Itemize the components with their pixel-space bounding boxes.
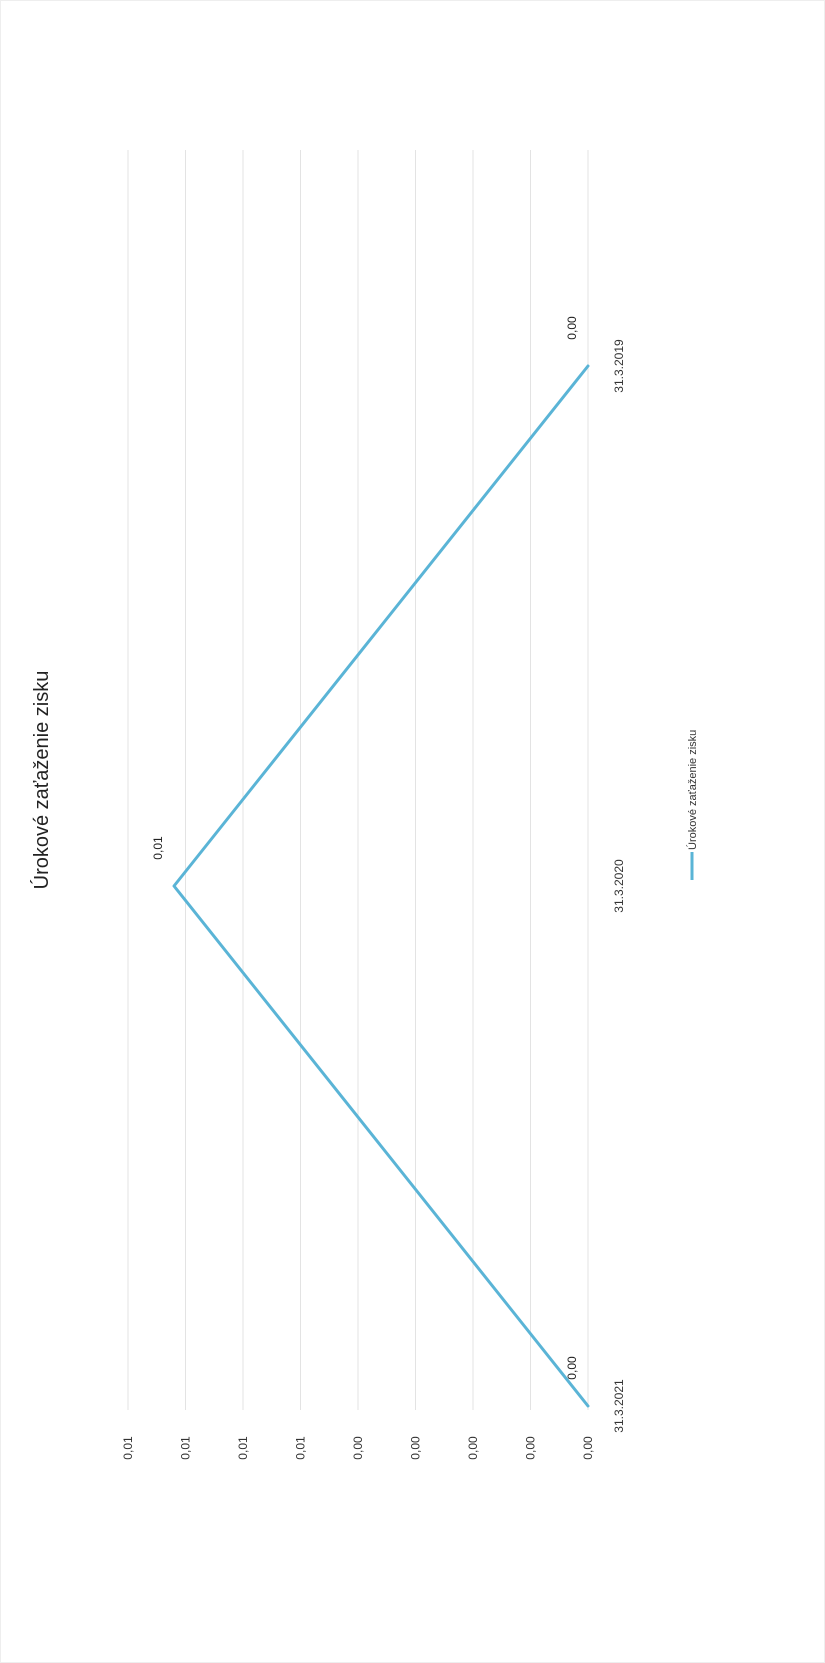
value-tick-label: 0,00 bbox=[524, 1436, 538, 1460]
value-tick-label: 0,01 bbox=[236, 1436, 250, 1460]
grid-lines bbox=[127, 150, 589, 1410]
value-tick-label: 0,01 bbox=[121, 1436, 135, 1460]
value-tick-label: 0,01 bbox=[179, 1436, 193, 1460]
chart-title: Úrokové zaťaženie zisku bbox=[30, 671, 53, 890]
legend: Úrokové zaťaženie zisku bbox=[686, 730, 699, 880]
value-axis-tick-labels: 0,00 0,00 0,00 0,00 0,00 0,01 0,01 0,01 0,01 bbox=[121, 1436, 595, 1460]
data-label: 0,00 bbox=[565, 1356, 579, 1380]
category-label: 31.3.2021 bbox=[612, 1379, 626, 1433]
category-label: 31.3.2020 bbox=[612, 859, 626, 913]
value-tick-label: 0,00 bbox=[466, 1436, 480, 1460]
value-tick-label: 0,00 bbox=[581, 1436, 595, 1460]
category-axis-labels: 31.3.2021 31.3.2020 31.3.2019 bbox=[612, 339, 626, 1433]
series-line bbox=[172, 364, 590, 1408]
data-labels: 0,00 0,01 0,00 bbox=[151, 316, 579, 1380]
category-label: 31.3.2019 bbox=[612, 339, 626, 393]
value-tick-label: 0,00 bbox=[351, 1436, 365, 1460]
data-label: 0,00 bbox=[565, 316, 579, 340]
series-layer bbox=[172, 364, 590, 1408]
data-label: 0,01 bbox=[151, 836, 165, 860]
legend-label: Úrokové zaťaženie zisku bbox=[686, 730, 699, 850]
value-tick-label: 0,01 bbox=[294, 1436, 308, 1460]
value-tick-label: 0,00 bbox=[409, 1436, 423, 1460]
